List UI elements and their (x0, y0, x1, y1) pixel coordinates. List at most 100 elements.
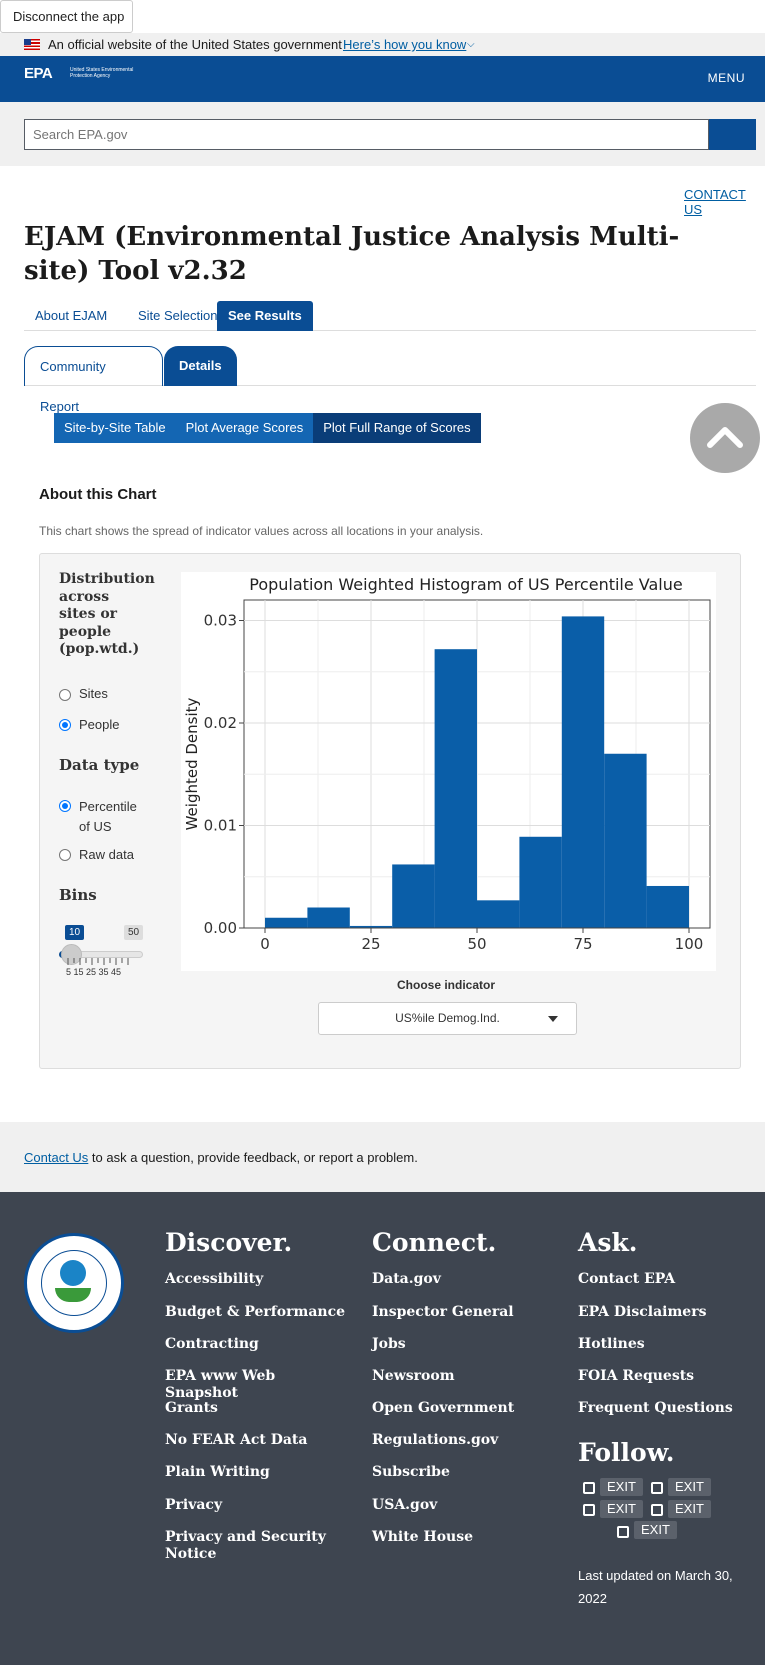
distribution-heading: Distribution across sites or people (pop… (59, 571, 155, 657)
contact-us-feedback-link[interactable]: Contact Us (24, 1150, 89, 1165)
feedback-text: Contact Us to ask a question, provide fe… (24, 1150, 418, 1165)
connect-link-0[interactable]: Data.gov (372, 1271, 441, 1287)
youtube-icon[interactable] (583, 1504, 595, 1516)
gov-banner-text: An official website of the United States… (48, 37, 342, 52)
histogram-chart: Population Weighted Histogram of US Perc… (181, 572, 716, 971)
discover-link-2[interactable]: Contracting (165, 1336, 259, 1352)
follow-heading: Follow. (578, 1438, 675, 1467)
tab-site-selection[interactable]: Site Selection (138, 308, 218, 323)
menu-button[interactable]: MENU (707, 71, 745, 85)
y-tick-label-3: 0.03 (204, 612, 237, 630)
gov-banner: An official website of the United States… (0, 33, 765, 56)
discover-link-1[interactable]: Budget & Performance (165, 1304, 346, 1320)
epa-seal-icon[interactable] (24, 1233, 124, 1333)
connect-link-5[interactable]: Regulations.gov (372, 1432, 499, 1448)
twitter-icon[interactable] (651, 1482, 663, 1494)
about-chart-text: This chart shows the spread of indicator… (39, 524, 484, 538)
facebook-icon[interactable] (583, 1482, 595, 1494)
scroll-to-top-button[interactable] (690, 403, 760, 473)
about-chart-heading: About this Chart (39, 486, 157, 503)
pill-plot-full-range[interactable]: Plot Full Range of Scores (313, 413, 481, 443)
disconnect-button[interactable]: Disconnect the app (0, 0, 133, 33)
chevron-down-icon[interactable]: ⌵ (467, 39, 475, 50)
discover-heading: Discover. (165, 1228, 293, 1257)
tab-details[interactable]: Details (164, 346, 237, 386)
radio-people[interactable] (59, 719, 71, 731)
discover-link-4[interactable]: Grants (165, 1400, 218, 1416)
exit-instagram: EXIT (634, 1521, 677, 1539)
x-tick-label-3: 75 (573, 935, 592, 953)
site-footer (0, 1192, 765, 1665)
radio-sites-label: Sites (79, 686, 108, 701)
chart-title: Population Weighted Histogram of US Perc… (249, 575, 682, 594)
y-tick-label-0: 0.00 (204, 919, 237, 937)
bins-max-value: 50 (124, 925, 144, 940)
histogram-bar-4 (434, 649, 477, 928)
histogram-bar-6 (519, 836, 562, 928)
tab-see-results[interactable]: See Results (217, 301, 313, 331)
search-input[interactable] (24, 119, 709, 150)
histogram-bar-2 (349, 925, 393, 928)
search-button[interactable] (709, 119, 756, 150)
pill-site-table[interactable]: Site-by-Site Table (54, 413, 176, 443)
search-band (0, 102, 765, 166)
epa-logo[interactable]: EPA (24, 65, 53, 82)
discover-link-7[interactable]: Privacy (165, 1497, 223, 1513)
data-type-heading: Data type (59, 756, 140, 774)
ask-link-1[interactable]: EPA Disclaimers (578, 1304, 707, 1320)
bins-tick-labels: 5 15 25 35 45 (66, 967, 122, 977)
caret-down-icon (548, 1016, 558, 1022)
seal-globe (60, 1260, 86, 1286)
discover-link-5[interactable]: No FEAR Act Data (165, 1432, 308, 1448)
histogram-svg: Population Weighted Histogram of US Perc… (183, 575, 711, 953)
discover-link-3[interactable]: EPA www Web Snapshot (165, 1368, 276, 1401)
us-flag-icon (24, 39, 40, 50)
indicator-select[interactable]: US%ile Demog.Ind. (318, 1002, 577, 1035)
radio-raw-data-label: Raw data (79, 847, 134, 862)
connect-link-6[interactable]: Subscribe (372, 1464, 450, 1480)
discover-link-6[interactable]: Plain Writing (165, 1464, 270, 1480)
indicator-selected-value: US%ile Demog.Ind. (395, 1011, 500, 1025)
radio-percentile[interactable] (59, 800, 71, 812)
page-title: EJAM (Environmental Justice Analysis Mul… (24, 222, 680, 286)
histogram-bar-5 (477, 900, 520, 928)
how-you-know-link[interactable]: Here’s how you know (343, 37, 467, 52)
histogram-bar-7 (561, 616, 605, 928)
connect-link-2[interactable]: Jobs (372, 1336, 406, 1352)
ask-link-2[interactable]: Hotlines (578, 1336, 645, 1352)
bins-slider-handle[interactable] (61, 944, 83, 965)
x-tick-label-2: 50 (467, 935, 486, 953)
histogram-bar-8 (604, 753, 647, 928)
discover-link-8[interactable]: Privacy and Security Notice (165, 1529, 326, 1562)
exit-facebook: EXIT (600, 1478, 643, 1496)
x-tick-label-1: 25 (361, 935, 380, 953)
pill-plot-average[interactable]: Plot Average Scores (175, 413, 314, 443)
connect-link-8[interactable]: White House (372, 1529, 474, 1545)
seal-plant (55, 1288, 91, 1302)
flickr-icon[interactable] (651, 1504, 663, 1516)
tab-about-ejam[interactable]: About EJAM (35, 308, 108, 323)
connect-link-7[interactable]: USA.gov (372, 1497, 438, 1513)
site-header: EPA United States Environmental Protecti… (0, 56, 765, 102)
ask-link-4[interactable]: Frequent Questions (578, 1400, 733, 1416)
feedback-sentence: to ask a question, provide feedback, or … (88, 1150, 418, 1165)
radio-raw-data[interactable] (59, 849, 71, 861)
tab-community-report[interactable]: Community Report (24, 346, 163, 414)
y-axis-label: Weighted Density (183, 697, 201, 830)
histogram-bar-1 (307, 907, 350, 928)
exit-twitter: EXIT (668, 1478, 711, 1496)
connect-link-4[interactable]: Open Government (372, 1400, 515, 1416)
ask-link-0[interactable]: Contact EPA (578, 1271, 676, 1287)
histogram-bar-3 (392, 864, 435, 928)
radio-sites[interactable] (59, 689, 71, 701)
ask-link-3[interactable]: FOIA Requests (578, 1368, 695, 1384)
exit-youtube: EXIT (600, 1500, 643, 1518)
histogram-bar-0 (265, 917, 308, 928)
discover-link-0[interactable]: Accessibility (165, 1271, 264, 1287)
contact-us-link[interactable]: CONTACT US (684, 187, 746, 217)
histogram-bar-9 (646, 885, 689, 928)
bins-current-value: 10 (65, 925, 85, 940)
connect-link-1[interactable]: Inspector General (372, 1304, 514, 1320)
instagram-icon[interactable] (617, 1526, 629, 1538)
connect-link-3[interactable]: Newsroom (372, 1368, 455, 1384)
